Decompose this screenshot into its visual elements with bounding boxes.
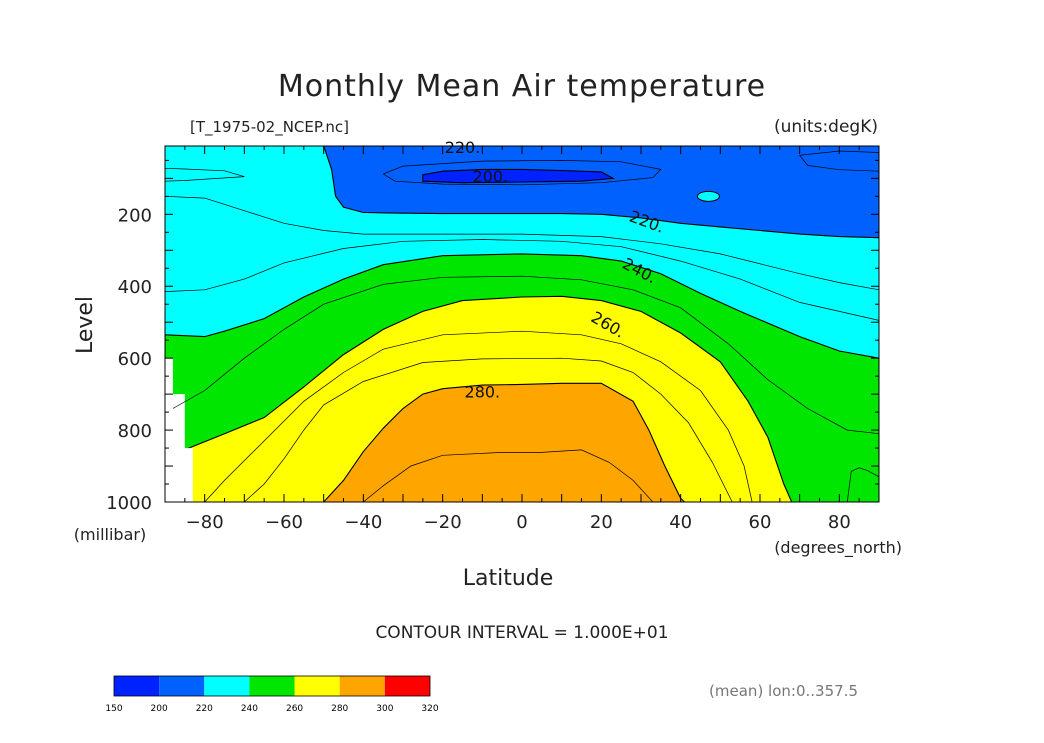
colorbar-swatch [204, 676, 250, 696]
x-tick-label: −80 [186, 512, 224, 533]
y-tick-label: 400 [118, 277, 152, 298]
colorbar-swatch [384, 676, 430, 696]
x-axis-title: Latitude [463, 566, 554, 591]
y-tick-label: 1000 [106, 493, 152, 514]
colorbar: 150 200 220 240 260 280 300 320 [105, 675, 439, 714]
contour-line-265 [204, 330, 753, 502]
x-tick-label: 0 [516, 512, 527, 533]
colorbar-tick-label: 240 [241, 704, 258, 714]
x-tick-label: 40 [669, 512, 692, 533]
y-tick-label: 200 [118, 205, 152, 226]
y-axis-title: Level [73, 296, 98, 354]
contour-line-285 [363, 449, 654, 502]
contour-line-215 [799, 150, 879, 172]
colorbar-swatch [339, 676, 385, 696]
x-tick-label: 60 [749, 512, 772, 533]
contour-label: 280. [465, 383, 501, 402]
x-axis-units: (degrees_north) [774, 538, 902, 558]
filled-region-280-300 [322, 382, 686, 502]
colorbar-frame [113, 675, 431, 697]
contour-interval-label: CONTOUR INTERVAL = 1.000E+01 [375, 623, 668, 643]
file-label: [T_1975-02_NCEP.nc] [190, 118, 349, 137]
cyan-island [696, 190, 720, 202]
x-tick-label: 20 [590, 512, 613, 533]
colorbar-swatch [294, 676, 340, 696]
colorbar-swatch [159, 676, 205, 696]
contour-line-245 [172, 275, 879, 435]
colorbar-tick-label: 150 [105, 704, 122, 714]
colorbar-swatch [249, 676, 295, 696]
y-axis-units: (millibar) [74, 525, 146, 544]
colorbar-tick-label: 320 [421, 704, 438, 714]
x-tick-label: −60 [265, 512, 303, 533]
colorbar-tick-label: 300 [376, 704, 393, 714]
plot-area: 200.220.220.240.260.280. −80 −60 −40 −20 0 20… [106, 138, 880, 533]
x-tick-label: −40 [344, 512, 382, 533]
x-tick-label: 80 [828, 512, 851, 533]
y-tick-label: 600 [118, 349, 152, 370]
contour-line-205 [383, 160, 662, 186]
colorbar-tick-label: 220 [196, 704, 213, 714]
contour-label: 200. [472, 167, 508, 186]
contour-line-255 [846, 467, 879, 502]
colorbar-swatch [114, 676, 160, 696]
contour-line-235 [165, 239, 879, 321]
filled-region-200-220 [165, 146, 879, 239]
colorbar-tick-label: 260 [286, 704, 303, 714]
y-tick-label: 800 [118, 421, 152, 442]
units-label: (units:degK) [774, 117, 878, 137]
filled-region-lt200 [422, 168, 616, 184]
chart-title: Monthly Mean Air temperature [278, 69, 766, 104]
colorbar-tick-label: 280 [331, 704, 348, 714]
x-tick-label: −20 [424, 512, 462, 533]
contour-line-210 [165, 167, 245, 182]
footnote: (mean) lon:0..357.5 [709, 682, 858, 700]
colorbar-tick-label: 200 [151, 704, 168, 714]
contour-line-275 [244, 357, 733, 502]
contour-line-225 [165, 195, 879, 291]
